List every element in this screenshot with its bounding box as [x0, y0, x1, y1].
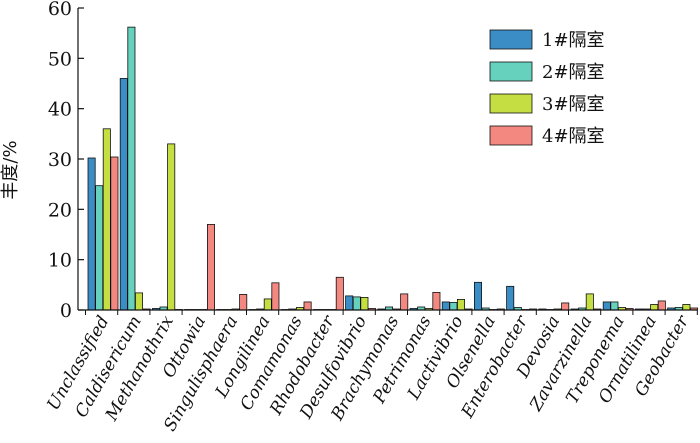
legend-label-4: 4#隔室 [542, 126, 605, 147]
bar-4-singulisphaera [239, 293, 248, 311]
y-tick-label-0: 0 [60, 300, 72, 322]
bar-1-caldisericum [119, 78, 128, 311]
legend-swatch-4 [489, 125, 533, 146]
y-tick-label-30: 30 [48, 149, 72, 171]
bar-2-lactivibrio [449, 302, 458, 311]
bar-2-treponema [610, 301, 619, 311]
bar-1-olsenella [473, 281, 482, 311]
bar-4-brachymonas [400, 293, 409, 311]
bar-3-caldisericum [134, 292, 143, 311]
legend-swatch-2 [489, 61, 533, 82]
legend-swatch-1 [489, 29, 533, 50]
bar-1-enterobacter [506, 285, 515, 311]
category-labels: UnclassifiedCaldisericumMethanothrixOtto… [43, 312, 693, 435]
legend-label-3: 3#隔室 [542, 94, 605, 115]
bar-1-treponema [602, 301, 611, 311]
bar-4-devosia [561, 302, 570, 311]
y-tick-label-20: 20 [48, 199, 72, 221]
bar-4-petrimonas [432, 291, 441, 311]
bar-3-methanothrix [167, 143, 176, 311]
bar-3-zavarzinella [585, 293, 594, 311]
legend-label-1: 1#隔室 [542, 30, 605, 51]
bar-4-ornatilinea [657, 300, 666, 311]
bar-3-lactivibrio [456, 299, 465, 311]
bars-group [87, 26, 699, 311]
y-axis-label: 丰度/% [0, 140, 21, 199]
y-tick-label-50: 50 [48, 48, 72, 70]
legend-swatch-3 [489, 93, 533, 114]
bar-4-rhodobacter [335, 276, 344, 311]
bar-4-comamonas [303, 301, 312, 311]
bar-3-desulfovibrio [360, 297, 369, 311]
bar-2-desulfovibrio [352, 296, 361, 311]
bar-3-geobacter [682, 304, 691, 311]
bar-2-caldisericum [127, 26, 136, 311]
bar-3-ornatilinea [650, 304, 659, 311]
bar-4-ottowia [206, 224, 215, 311]
bar-1-desulfovibrio [345, 295, 354, 311]
bar-1-lactivibrio [441, 301, 450, 311]
y-tick-label-10: 10 [48, 250, 72, 272]
bar-3-unclassified [102, 128, 111, 311]
bar-3-longilinea [263, 298, 272, 311]
legend-label-2: 2#隔室 [542, 62, 605, 83]
axes-group: 0 10 20 30 40 50 60 [48, 0, 698, 322]
bar-2-unclassified [95, 185, 104, 311]
bar-1-unclassified [87, 157, 96, 311]
legend: 1#隔室 2#隔室 3#隔室 4#隔室 [489, 29, 605, 147]
y-tick-label-40: 40 [48, 99, 72, 121]
bar-4-unclassified [110, 156, 119, 311]
y-tick-label-60: 60 [48, 0, 72, 20]
bar-4-longilinea [271, 282, 280, 311]
